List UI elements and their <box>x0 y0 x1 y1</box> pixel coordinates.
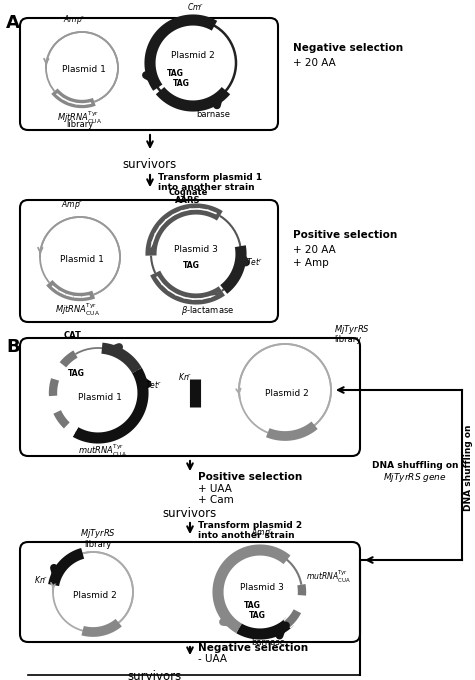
FancyBboxPatch shape <box>20 200 278 322</box>
Text: B: B <box>6 338 19 356</box>
Text: Plasmid 3: Plasmid 3 <box>174 245 218 254</box>
Text: TAG: TAG <box>248 611 266 620</box>
FancyBboxPatch shape <box>20 338 360 456</box>
Text: DNA shuffling on: DNA shuffling on <box>372 460 458 469</box>
Text: + UAA: + UAA <box>198 484 232 494</box>
Text: DNA shuffling on: DNA shuffling on <box>464 425 473 511</box>
Text: mutRNA$_{\sf CUA}^{\sf Tyr}$: mutRNA$_{\sf CUA}^{\sf Tyr}$ <box>306 569 351 585</box>
Text: AARS: AARS <box>175 196 201 205</box>
Text: library: library <box>85 540 112 549</box>
Text: Plasmid 1: Plasmid 1 <box>60 254 104 263</box>
Text: $Mj$tRNA$_{\sf CUA}^{\sf Tyr}$: $Mj$tRNA$_{\sf CUA}^{\sf Tyr}$ <box>56 302 101 318</box>
Text: Kn$^r$: Kn$^r$ <box>34 574 48 586</box>
Text: Amp$^r$: Amp$^r$ <box>63 14 85 27</box>
Text: Plasmid 2: Plasmid 2 <box>73 592 117 600</box>
Text: Positive selection: Positive selection <box>293 230 397 240</box>
Text: $Mj$TyrRS: $Mj$TyrRS <box>80 527 116 540</box>
Text: + Amp: + Amp <box>293 258 329 268</box>
Text: Cognate: Cognate <box>168 188 208 197</box>
Text: into another strain: into another strain <box>198 530 294 539</box>
Text: + 20 AA: + 20 AA <box>293 58 336 68</box>
Text: TAG: TAG <box>172 78 190 88</box>
Text: Transform plasmid 2: Transform plasmid 2 <box>198 520 302 530</box>
Text: Tet$^r$: Tet$^r$ <box>145 379 162 391</box>
Text: Amp$^r$: Amp$^r$ <box>251 526 273 540</box>
Text: Plasmid 2: Plasmid 2 <box>265 390 309 398</box>
Text: Plasmid 1: Plasmid 1 <box>62 65 106 75</box>
Text: survivors: survivors <box>123 158 177 171</box>
Text: into another strain: into another strain <box>158 182 255 192</box>
Text: Transform plasmid 1: Transform plasmid 1 <box>158 173 262 182</box>
Text: $Mj$TyrRS gene: $Mj$TyrRS gene <box>383 471 447 483</box>
Text: TAG: TAG <box>167 69 183 78</box>
Text: TAG: TAG <box>244 602 260 611</box>
Text: barnase: barnase <box>251 638 285 647</box>
Text: survivors: survivors <box>128 670 182 680</box>
Text: Positive selection: Positive selection <box>198 472 302 482</box>
Text: TAG: TAG <box>182 262 200 271</box>
Text: $Mj$TyrRS: $Mj$TyrRS <box>334 323 370 336</box>
Text: A: A <box>6 14 20 32</box>
Text: mutRNA$_{\sf CUA}^{\sf Tyr}$: mutRNA$_{\sf CUA}^{\sf Tyr}$ <box>78 443 127 459</box>
Text: - UAA: - UAA <box>198 654 227 664</box>
Text: Plasmid 2: Plasmid 2 <box>171 50 215 60</box>
Text: Plasmid 3: Plasmid 3 <box>240 583 284 592</box>
Text: barnase: barnase <box>196 110 230 119</box>
Text: Tet$^r$: Tet$^r$ <box>246 256 263 268</box>
Text: Cm$^r$: Cm$^r$ <box>187 1 205 13</box>
Text: + 20 AA: + 20 AA <box>293 245 336 255</box>
Text: Plasmid 1: Plasmid 1 <box>78 394 122 403</box>
FancyBboxPatch shape <box>20 542 360 642</box>
Text: library: library <box>66 120 94 129</box>
Text: CAT: CAT <box>64 331 82 340</box>
Text: Kn$^r$: Kn$^r$ <box>178 371 192 383</box>
Text: $Mj$tRNA$_{\sf CUA}^{\sf Tyr}$: $Mj$tRNA$_{\sf CUA}^{\sf Tyr}$ <box>57 110 103 126</box>
Text: survivors: survivors <box>163 507 217 520</box>
Text: library: library <box>334 335 361 344</box>
FancyBboxPatch shape <box>20 18 278 130</box>
Text: TAG: TAG <box>67 369 85 377</box>
Text: Amp$^r$: Amp$^r$ <box>61 199 83 212</box>
Text: Negative selection: Negative selection <box>293 43 403 53</box>
Text: $\beta$-lactamase: $\beta$-lactamase <box>181 304 235 317</box>
Text: + Cam: + Cam <box>198 495 234 505</box>
Text: Negative selection: Negative selection <box>198 643 308 653</box>
